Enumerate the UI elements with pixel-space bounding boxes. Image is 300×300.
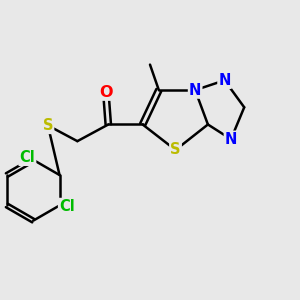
Text: N: N	[218, 73, 231, 88]
Text: S: S	[43, 118, 53, 133]
Text: N: N	[189, 82, 201, 98]
Text: S: S	[170, 142, 181, 158]
Text: Cl: Cl	[20, 150, 35, 165]
Text: N: N	[225, 132, 237, 147]
Text: Cl: Cl	[59, 199, 75, 214]
Text: O: O	[99, 85, 112, 100]
